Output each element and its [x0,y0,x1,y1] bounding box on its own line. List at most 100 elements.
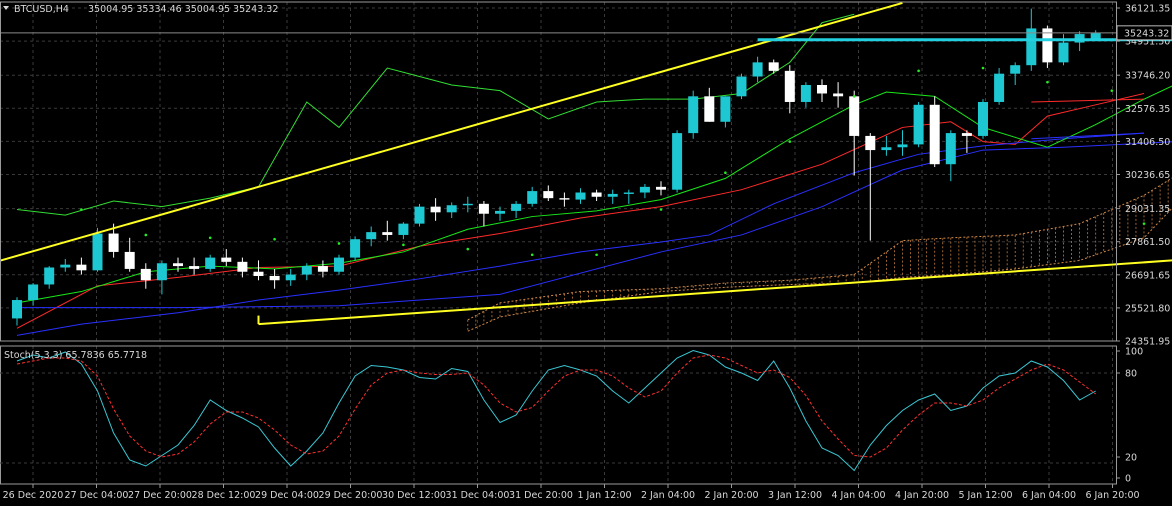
price-axis[interactable]: 36121.35 34951.50 33746.20 32576.35 31406.50… [1116,4,1172,348]
candle [430,198,441,221]
candle [881,135,892,156]
candle [591,189,602,202]
candle [1042,25,1053,69]
candle-body [720,96,731,122]
psar-dot [144,233,148,237]
candle-body [382,232,393,235]
menu-triangle-icon[interactable] [3,6,9,10]
price-tick-label: 24351.95 [1125,337,1170,348]
current-price-box [1116,25,1172,41]
candle-body [237,261,248,272]
time-tick-label: 28 Dec 12:00 [192,490,256,501]
candle [12,297,22,326]
candle-body [752,62,763,77]
candle-body [462,203,473,206]
candle-body [543,191,554,199]
candle-body [124,251,135,269]
candle-body [591,192,602,197]
psar-dot [337,242,341,245]
candle [978,99,988,139]
time-tick-label: 4 Jan 04:00 [831,490,885,501]
candle [44,266,55,289]
main-pane-border [0,1,1117,342]
candle [752,56,763,83]
candle [269,268,280,289]
candle-body [173,263,183,267]
stoch-tick-label: 20 [1125,453,1137,464]
candle [527,186,538,207]
psar-dot [724,171,727,175]
candle [60,259,71,272]
time-tick-label: 6 Jan 04:00 [1022,490,1076,501]
candle-body [527,191,538,204]
indicator-line [16,132,1145,336]
candle [929,96,940,168]
candle [800,82,811,108]
candle-body [301,266,312,275]
candle [253,260,264,281]
candle-body [60,264,71,268]
trendlines[interactable] [0,1,1172,326]
candle-body [140,268,151,281]
candle-body [1010,65,1021,74]
candle [189,257,200,275]
candle-body [12,300,22,319]
candle [720,96,731,128]
psar-dot [80,208,83,211]
candle [1090,30,1101,40]
psar-dot [466,247,470,251]
candle-body [913,104,924,145]
candle-body [398,223,409,235]
candle [897,130,908,156]
candle-body [446,205,457,213]
candle-body [656,186,666,190]
stoch-indicator-label: Stoch(5,3,3) 65.7836 65.7718 [4,350,147,361]
stoch-pane-border [0,345,1117,485]
candle-body [800,84,811,102]
candle-body [478,203,489,214]
candle-body [414,206,425,224]
time-tick-label: 3 Jan 12:00 [768,490,822,501]
candle-body [44,267,55,285]
candle-body [269,275,280,281]
indicator-line [16,85,1172,304]
candle-body [559,198,570,200]
trendline[interactable] [258,259,1172,326]
candle-body [92,233,103,271]
candle-body [736,76,747,97]
candle-body [978,101,988,136]
candle [833,82,844,108]
candle [1010,62,1021,85]
stochastic-subwindow: 100 80 20 0 [0,347,1143,485]
time-tick-label: 27 Dec 04:00 [65,490,129,501]
psar-dot [788,140,792,143]
candle [511,201,522,218]
candle-body [28,284,39,301]
current-price-label: 35243.32 [1124,28,1169,39]
indicator-line [1031,132,1145,140]
candle [607,189,618,204]
candle [156,260,167,295]
candle-body [511,203,522,211]
candle-body [1026,28,1037,66]
candle-body [897,144,908,148]
candle-body [189,266,200,269]
candle [205,254,216,272]
candle [446,202,457,218]
candle [124,237,135,272]
psar-dot [917,69,920,73]
trendline[interactable] [0,1,903,262]
candle-body [495,210,505,214]
time-tick-label: 26 Dec 2020 [3,490,64,501]
candle [961,130,972,153]
stoch-tick-label: 100 [1125,347,1143,358]
candle [108,223,119,258]
price-tick-label: 27861.50 [1125,237,1170,248]
candle [495,206,505,221]
candle [462,196,473,213]
time-axis[interactable]: 26 Dec 2020 27 Dec 04:00 27 Dec 20:00 28 De… [3,484,1140,501]
candle-body [317,266,328,272]
candle [688,90,699,139]
